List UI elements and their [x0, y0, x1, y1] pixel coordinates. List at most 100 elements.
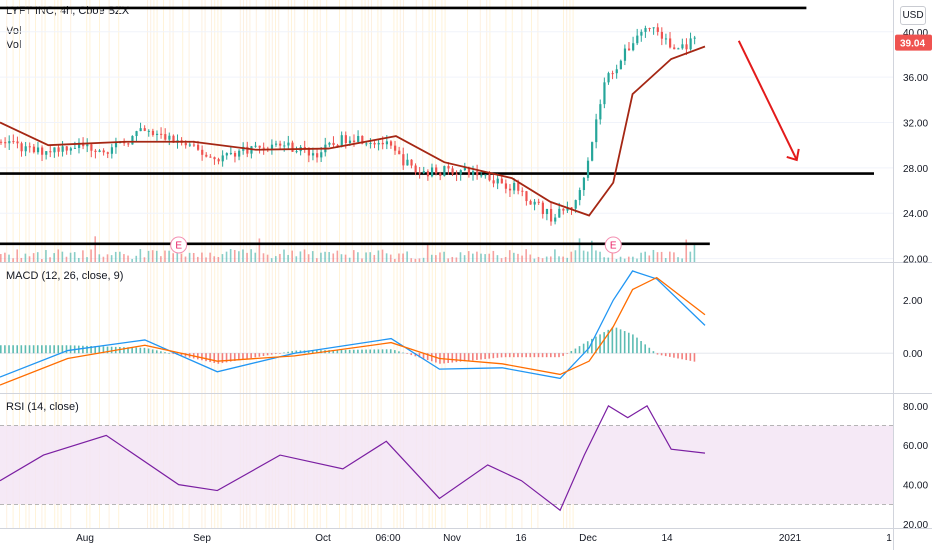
volume-legend-label[interactable]: Vol	[6, 25, 22, 37]
session-stripe	[278, 0, 280, 528]
macd-histogram-bar	[685, 353, 688, 361]
volume-bar	[233, 250, 236, 262]
candle-body	[73, 147, 77, 149]
session-stripe	[150, 0, 152, 528]
volume-bar	[533, 258, 536, 262]
volume-bar	[570, 251, 573, 262]
macd-histogram-bar	[398, 351, 400, 354]
candle-body	[94, 150, 97, 152]
volume-bar	[669, 251, 671, 262]
macd-histogram-bar	[94, 346, 97, 354]
candle-body	[619, 60, 622, 70]
volume-legend-label-secondary[interactable]: Vol	[6, 39, 22, 51]
volume-bar	[500, 258, 503, 262]
candle-body	[90, 144, 93, 151]
volume-bar	[20, 257, 23, 262]
annotation-arrow[interactable]	[737, 40, 800, 162]
volume-bar	[398, 253, 400, 262]
session-stripe	[339, 0, 340, 528]
candle-body	[307, 147, 311, 156]
session-stripe	[172, 0, 174, 528]
macd-histogram-bar	[652, 351, 655, 354]
macd-histogram-bar	[484, 353, 486, 360]
macd-histogram-bar	[201, 353, 203, 361]
session-stripe	[294, 0, 296, 528]
session-stripe	[220, 0, 222, 528]
candle-body	[500, 178, 503, 184]
chart-axes: 20.00 24.00 28.00 32.00 36.00 40.00 0.00 2.00 20…	[76, 28, 932, 544]
candle-body	[229, 152, 233, 154]
horizontal-levels[interactable]	[0, 6, 874, 246]
candle-body	[451, 168, 454, 174]
candle-body	[135, 131, 138, 137]
macd-histogram-bar	[172, 353, 174, 354]
date-axis-tick-label: 06:00	[375, 533, 400, 544]
price-axis-tick-label: 28.00	[903, 164, 928, 175]
candle-body	[508, 188, 512, 191]
volume-bar	[221, 254, 224, 262]
macd-histogram-bar	[599, 334, 601, 354]
candle-body	[36, 147, 40, 153]
volume-bar	[652, 249, 655, 262]
candle-body	[611, 73, 614, 75]
volume-bar	[677, 257, 679, 262]
session-stripe	[86, 0, 88, 528]
currency-button[interactable]: USD	[900, 6, 926, 25]
session-stripe	[537, 0, 539, 528]
macd-histogram-bar	[623, 331, 626, 354]
candle-body	[472, 171, 475, 175]
macd-histogram-bar	[369, 349, 371, 354]
volume-bar	[566, 257, 569, 262]
volume-bar	[369, 252, 371, 262]
candle-body	[591, 142, 594, 161]
session-stripe	[246, 0, 248, 528]
price-axis-tick-label: 40.00	[903, 28, 928, 39]
session-stripe	[396, 0, 398, 528]
session-stripe	[108, 0, 110, 528]
volume-bar	[476, 251, 478, 262]
candle-body	[328, 142, 331, 145]
macd-histogram-bar	[61, 345, 64, 354]
session-stripe	[351, 0, 353, 528]
candle-body	[86, 144, 89, 147]
session-stripe	[249, 0, 251, 528]
volume-bar	[242, 249, 244, 262]
candle-body	[283, 145, 286, 147]
volume-bar	[262, 253, 265, 262]
volume-bar	[361, 258, 363, 262]
macd-histogram-bar	[607, 329, 610, 354]
candle-body	[332, 142, 335, 146]
macd-histogram-bar	[558, 353, 560, 358]
candle-body	[648, 28, 651, 30]
candle-body	[316, 153, 319, 158]
volume-bar	[537, 256, 540, 262]
volume-bar	[283, 249, 285, 262]
candle-body	[513, 182, 516, 191]
volume-bar	[578, 238, 581, 262]
session-stripe	[444, 0, 446, 528]
macd-histogram-bar	[151, 349, 154, 354]
macd-histogram-bar	[357, 349, 359, 354]
candle-body	[57, 147, 60, 152]
session-stripe	[467, 0, 468, 528]
volume-bar	[611, 251, 614, 262]
volume-bar	[250, 249, 252, 262]
candle-body	[45, 151, 48, 155]
volume-bar	[61, 251, 64, 262]
volume-bar	[299, 251, 302, 262]
macd-histogram-bar	[291, 351, 294, 354]
macd-histogram-bar	[566, 353, 569, 354]
macd-histogram-bar	[110, 346, 113, 354]
macd-histogram-bar	[127, 347, 129, 354]
volume-bar	[426, 243, 429, 262]
volume-bar	[16, 249, 19, 262]
volume-bar	[0, 254, 2, 262]
candle-body	[69, 148, 72, 151]
candle-body	[369, 142, 372, 144]
macd-histogram-bar	[492, 353, 495, 359]
volume-bar	[65, 256, 68, 262]
candle-body	[160, 133, 163, 135]
candle-body	[426, 171, 430, 177]
